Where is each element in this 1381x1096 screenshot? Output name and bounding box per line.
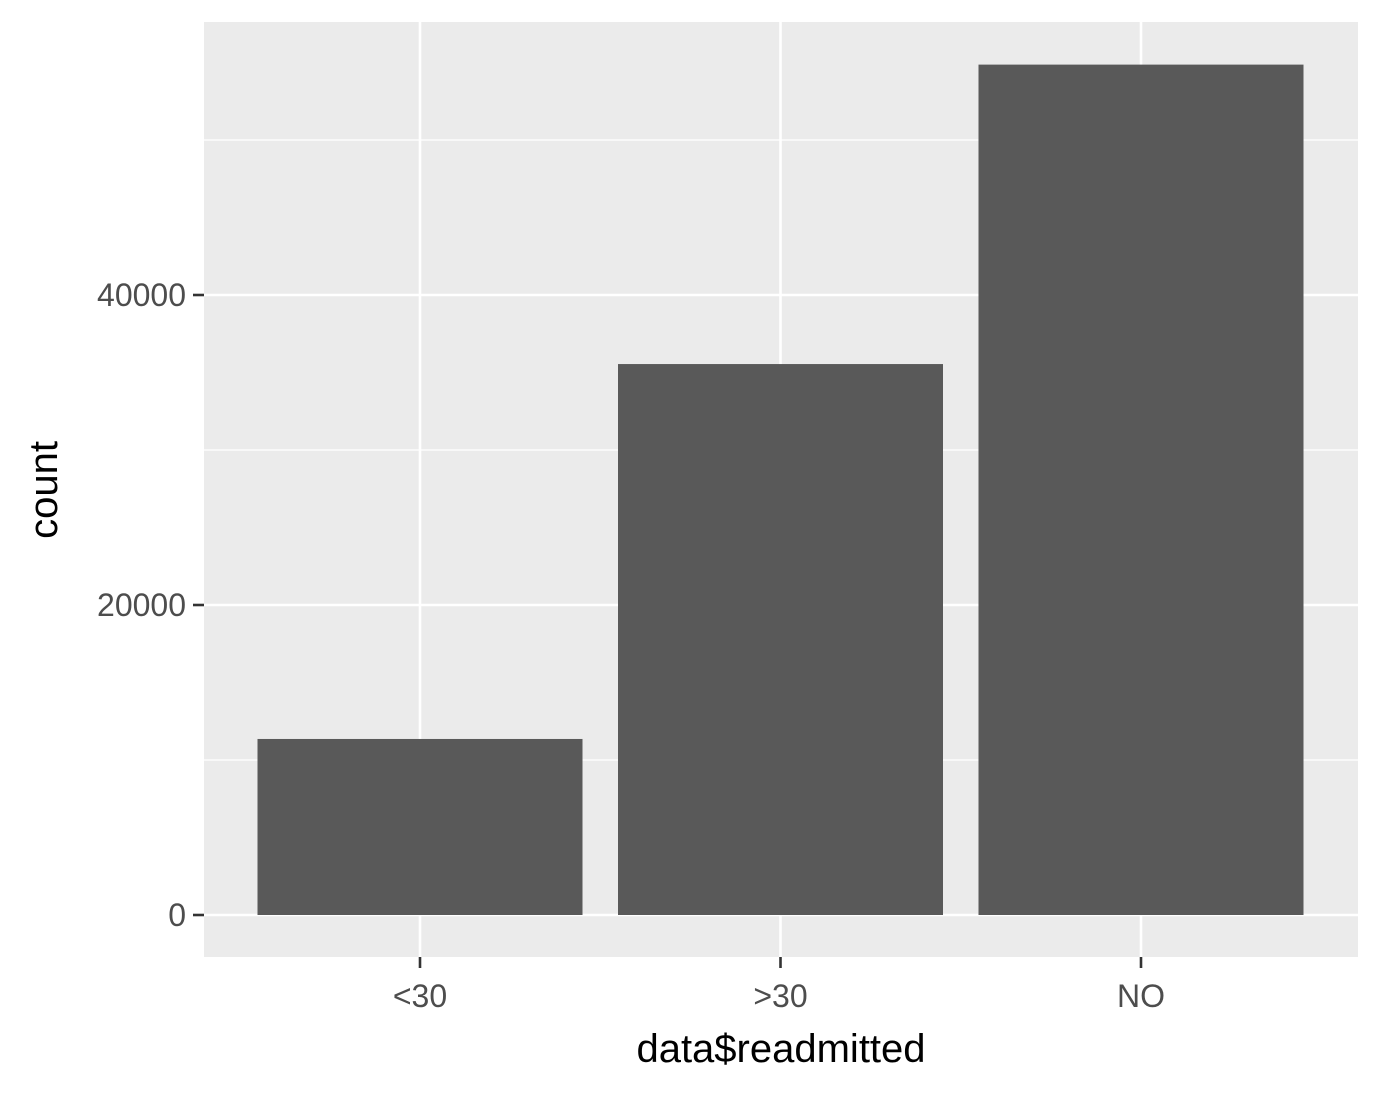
- x-tick-label: >30: [753, 978, 807, 1014]
- y-tick-label: 20000: [97, 587, 186, 623]
- y-axis-title: count: [22, 441, 66, 539]
- bars: [257, 64, 1304, 915]
- y-tick-label: 0: [168, 897, 186, 933]
- x-axis: <30 >30 NO: [393, 957, 1165, 1014]
- x-tick-label: NO: [1117, 978, 1165, 1014]
- y-tick-label: 40000: [97, 277, 186, 313]
- x-tick-label: <30: [393, 978, 447, 1014]
- y-axis: 0 20000 40000: [97, 277, 204, 933]
- x-axis-title: data$readmitted: [636, 1027, 925, 1071]
- bar-gt30: [618, 364, 943, 915]
- bar-lt30: [257, 738, 583, 915]
- bar-NO: [978, 64, 1304, 915]
